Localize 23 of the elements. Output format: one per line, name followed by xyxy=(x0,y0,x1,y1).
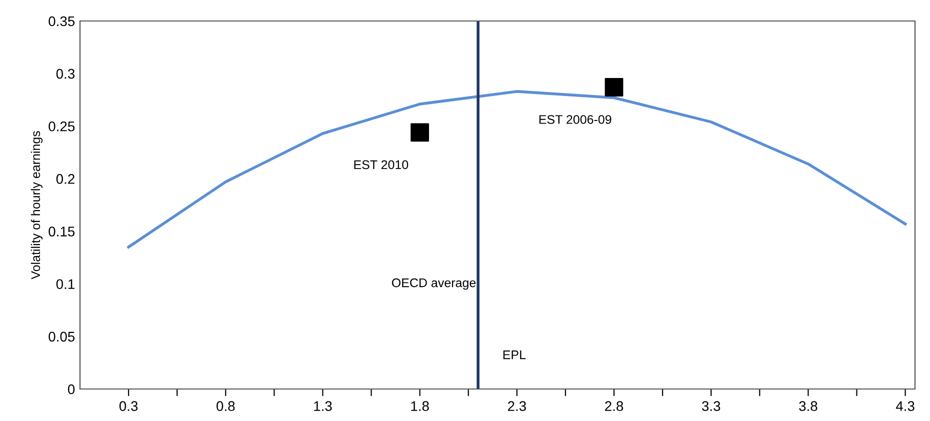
x-tick-label: 0.8 xyxy=(216,401,235,412)
annotation: EST 2006-09 xyxy=(539,115,612,124)
y-tick-label: 0.15 xyxy=(48,226,75,236)
x-tick-label: 4.3 xyxy=(896,401,914,412)
y-tick-label: 0.3 xyxy=(56,68,75,79)
x-tick-label: 1.8 xyxy=(411,401,429,412)
y-tick-label: 0 xyxy=(68,384,75,394)
x-tick-label: 1.3 xyxy=(314,401,332,412)
y-tick-label: 0.05 xyxy=(48,332,75,342)
x-tick-label: 0.3 xyxy=(119,401,138,412)
x-tick-label: 3.3 xyxy=(702,401,720,412)
x-tick-label: 2.3 xyxy=(508,401,526,412)
annotation: EPL xyxy=(503,350,526,360)
y-tick-label: 0.2 xyxy=(56,174,74,184)
y-tick-label: 0.35 xyxy=(48,16,75,26)
line-series xyxy=(127,90,907,248)
y-axis-title: Volatility of hourly earnings xyxy=(30,131,43,280)
x-tick-label: 3.8 xyxy=(799,401,818,412)
ref-line-label: OECD average xyxy=(392,278,476,290)
y-tick-label: 0.1 xyxy=(56,279,74,290)
x-tick-label: 2.8 xyxy=(605,401,624,412)
annotation: EST 2010 xyxy=(354,160,408,170)
y-tick-label: 0.25 xyxy=(48,121,75,132)
